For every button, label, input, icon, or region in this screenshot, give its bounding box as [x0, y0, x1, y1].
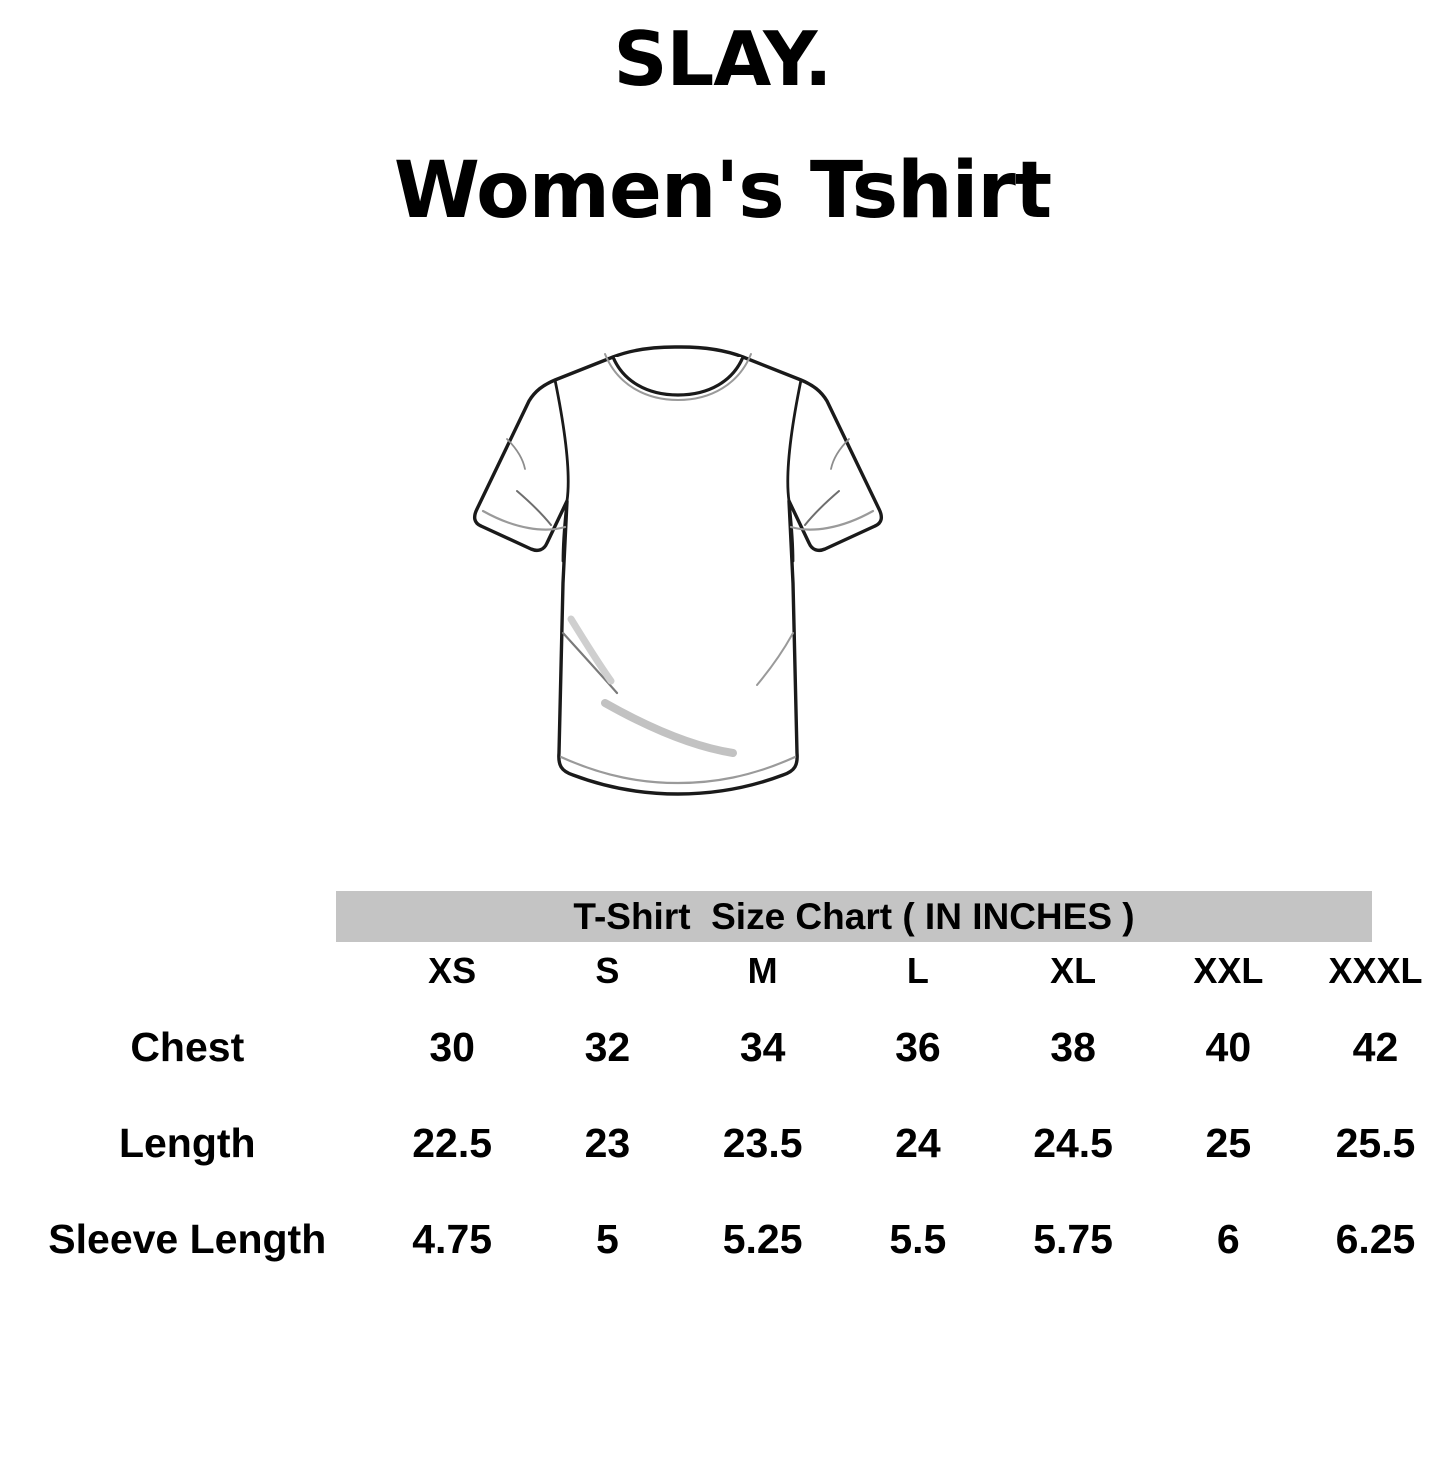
- length-m: 23.5: [722, 1119, 803, 1166]
- tshirt-collar-inner-line: [604, 353, 752, 402]
- tshirt-right-cuff-hem: [789, 509, 875, 531]
- chest-xxxl: 42: [1352, 1023, 1399, 1070]
- size-header-s: S: [595, 949, 620, 991]
- chest-xs: 30: [429, 1023, 475, 1070]
- tshirt-shading-stroke: [567, 615, 615, 685]
- length-l: 24: [895, 1119, 941, 1166]
- chest-xxl: 40: [1205, 1023, 1252, 1070]
- tshirt-wrinkle-line: [804, 490, 840, 526]
- row-label-chest: Chest: [130, 1023, 245, 1070]
- sleeve-xxxl: 6.25: [1335, 1215, 1416, 1262]
- chest-l: 36: [895, 1023, 941, 1070]
- tshirt-icon: [472, 345, 884, 796]
- tshirt-left-armhole-seam: [553, 378, 570, 563]
- length-xl: 24.5: [1033, 1119, 1113, 1166]
- length-xxl: 25: [1205, 1119, 1252, 1166]
- length-xxxl: 25.5: [1335, 1119, 1416, 1166]
- size-header-xxl: XXL: [1193, 949, 1264, 991]
- sleeve-l: 5.5: [889, 1215, 947, 1262]
- tshirt-illustration: [455, 333, 900, 818]
- tshirt-neckline: [611, 355, 745, 397]
- size-header-xxxl: XXXL: [1328, 949, 1423, 991]
- sleeve-s: 5: [595, 1215, 619, 1262]
- size-header-l: L: [906, 949, 929, 991]
- table-row: Sleeve Length 4.75 5 5.25 5.5 5.75 6 6.2…: [0, 1191, 1445, 1287]
- sleeve-xs: 4.75: [412, 1215, 493, 1262]
- tshirt-right-armhole-seam: [786, 378, 803, 563]
- chest-m: 34: [739, 1023, 786, 1070]
- size-chart-table: XS S M L XL XXL XXXL Chest 30 32 34 36 3…: [0, 942, 1445, 1287]
- length-xs: 22.5: [412, 1119, 493, 1166]
- row-label-header: [0, 942, 375, 999]
- tshirt-wrinkle-line: [561, 631, 619, 695]
- size-header-xl: XL: [1050, 949, 1097, 991]
- tshirt-wrinkle-line: [830, 438, 850, 470]
- tshirt-shading-stroke: [601, 699, 737, 757]
- tshirt-wrinkle-line: [516, 490, 552, 526]
- sleeve-xxl: 6: [1216, 1215, 1240, 1262]
- size-header-xs: XS: [428, 949, 477, 991]
- sleeve-m: 5.25: [722, 1215, 803, 1262]
- sleeve-xl: 5.75: [1033, 1215, 1113, 1262]
- tshirt-body-outline: [472, 345, 884, 796]
- size-header-row: XS S M L XL XXL XXXL: [0, 942, 1445, 999]
- tshirt-left-cuff-hem: [481, 509, 567, 531]
- row-label-length: Length: [118, 1119, 256, 1166]
- chest-xl: 38: [1050, 1023, 1096, 1070]
- tshirt-wrinkle-line: [506, 438, 526, 470]
- chart-header-title: T-Shirt Size Chart ( IN INCHES ): [573, 896, 1135, 937]
- chart-header-band: T-Shirt Size Chart ( IN INCHES ): [336, 891, 1372, 942]
- tshirt-wrinkle-line: [756, 632, 794, 686]
- length-s: 23: [584, 1119, 631, 1166]
- row-label-sleeve-length: Sleeve Length: [48, 1215, 327, 1262]
- chest-s: 32: [584, 1023, 631, 1070]
- table-row: Length 22.5 23 23.5 24 24.5 25 25.5: [0, 1095, 1445, 1191]
- size-header-m: M: [747, 949, 778, 991]
- product-title: Women's Tshirt: [393, 146, 1052, 236]
- brand-title: SLAY.: [613, 15, 832, 103]
- table-row: Chest 30 32 34 36 38 40 42: [0, 999, 1445, 1095]
- tshirt-bottom-hem-line: [559, 755, 797, 785]
